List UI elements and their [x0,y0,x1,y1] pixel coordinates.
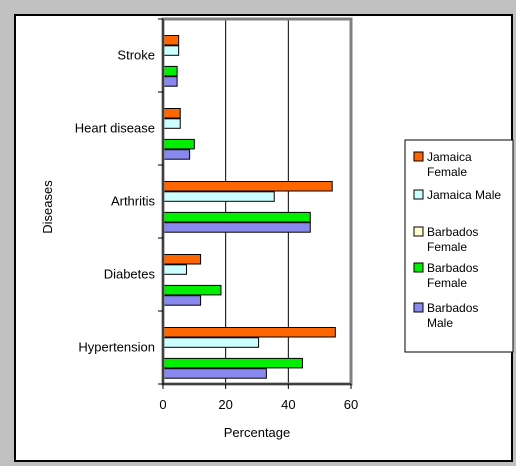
category-label: Heart disease [75,121,155,136]
legend-box [404,139,514,353]
bar [162,191,275,202]
bar [162,222,311,233]
bar [162,149,191,160]
category-labels: Stroke Heart disease Arthritis Diabetes Hype… [75,48,156,355]
legend-label: Jamaica [427,150,472,164]
bar [162,357,303,369]
category-label: Stroke [117,48,155,63]
bar [162,337,260,348]
legend-label: Female [427,165,467,179]
legend-swatch [413,189,424,200]
y-axis-title: Diseases [40,180,55,234]
legend-swatch [413,262,424,273]
bar [162,118,181,129]
legend-swatch [413,226,424,237]
bar [162,35,180,46]
legend-label: Barbados [427,301,478,315]
bar [162,284,222,296]
bar [162,181,333,192]
bar [162,211,311,223]
legend-label: Barbados [427,261,478,275]
x-tick-label: 60 [344,397,358,412]
bars [162,35,336,379]
legend-label: Female [427,240,467,254]
x-axis-ticks: 0 20 40 60 [159,384,358,412]
bar [162,254,202,265]
bar [162,327,336,338]
y-axis-ticks [158,18,163,385]
legend-label: Barbados [427,225,478,239]
bar [162,295,202,306]
x-tick-label: 40 [281,397,295,412]
category-label: Arthritis [111,194,156,209]
legend-label: Female [427,276,467,290]
bar [162,368,267,379]
legend-swatch [413,302,424,313]
bar [162,138,195,150]
bar [162,45,180,56]
x-tick-label: 20 [218,397,232,412]
bar [162,76,178,87]
bar [162,264,187,275]
x-tick-label: 0 [159,397,166,412]
bar [162,65,178,77]
legend-label: Jamaica Male [427,188,501,202]
category-label: Diabetes [104,267,156,282]
x-axis-title: Percentage [224,425,291,440]
legend-label: Male [427,316,453,330]
legend-swatch [413,151,424,162]
bar [162,108,181,119]
category-label: Hypertension [78,340,155,355]
